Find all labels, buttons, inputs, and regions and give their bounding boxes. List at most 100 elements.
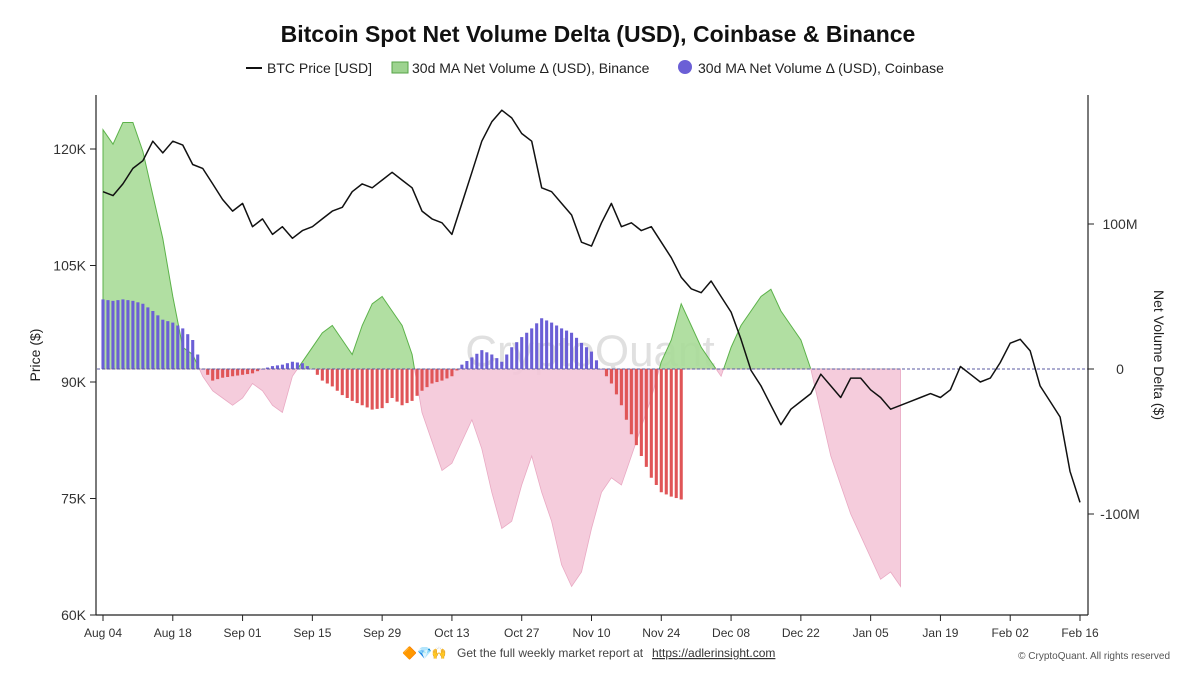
legend: BTC Price [USD] 30d MA Net Volume Δ (USD)… — [246, 60, 944, 76]
coinbase-bar — [405, 369, 409, 404]
coinbase-bar — [639, 369, 643, 456]
coinbase-bar — [101, 299, 105, 369]
coinbase-bar — [410, 369, 414, 401]
coinbase-bar — [485, 352, 489, 369]
coinbase-bar — [604, 369, 608, 377]
footer-text: Get the full weekly market report at — [457, 646, 644, 660]
legend-label: 30d MA Net Volume Δ (USD), Coinbase — [698, 60, 944, 76]
coinbase-bar — [415, 369, 419, 396]
coinbase-bar — [265, 367, 270, 369]
coinbase-bar — [570, 332, 574, 369]
coinbase-bar — [674, 369, 678, 499]
left-tick-label: 75K — [61, 491, 87, 507]
x-tick-label: Oct 27 — [504, 626, 540, 640]
coinbase-bar — [624, 369, 628, 420]
coinbase-bar — [550, 322, 554, 369]
left-axis-ticks: 60K 75K 90K 105K 120K — [53, 141, 96, 623]
coinbase-bar — [355, 369, 359, 404]
coinbase-bar — [121, 299, 125, 369]
coinbase-bar — [659, 369, 663, 493]
coinbase-bar — [146, 307, 150, 370]
coinbase-bar — [465, 361, 469, 369]
x-tick-label: Nov 10 — [572, 626, 610, 640]
x-tick-label: Feb 02 — [992, 626, 1030, 640]
coinbase-bar — [335, 369, 339, 391]
coinbase-bar — [450, 369, 454, 377]
legend-circle-marker — [678, 60, 692, 74]
coinbase-bar — [400, 369, 404, 406]
coinbase-bar — [216, 369, 220, 380]
coinbase-bar — [525, 332, 529, 369]
coinbase-bar — [186, 334, 190, 369]
coinbase-bar — [275, 365, 280, 370]
x-axis-ticks: Aug 04 Aug 18 Sep 01 Sep 15 Sep 29 Oct 13 Oct … — [84, 615, 1099, 640]
coinbase-bar — [575, 337, 579, 369]
left-tick-label: 60K — [61, 607, 87, 623]
coinbase-bar — [385, 369, 389, 404]
coinbase-bar — [555, 325, 559, 369]
coinbase-bar — [560, 328, 564, 369]
coinbase-bar — [241, 369, 245, 375]
coinbase-bar — [455, 369, 459, 371]
coinbase-bar — [614, 369, 618, 395]
coinbase-bar — [131, 300, 135, 369]
footer-link[interactable]: https://adlerinsight.com — [652, 646, 775, 660]
right-tick-label: -100M — [1100, 506, 1140, 522]
coinbase-bar — [161, 319, 165, 369]
x-tick-label: Oct 13 — [434, 626, 470, 640]
coinbase-bar — [365, 369, 369, 408]
coinbase-bar — [530, 328, 534, 369]
coinbase-bar — [470, 357, 474, 369]
coinbase-bar — [579, 342, 584, 369]
left-tick-label: 90K — [61, 374, 87, 390]
coinbase-bar — [206, 369, 210, 375]
coinbase-bar — [505, 354, 509, 369]
coinbase-bar — [390, 369, 394, 398]
coinbase-bar — [330, 369, 334, 387]
coinbase-bar — [111, 300, 115, 369]
left-axis-label: Price ($) — [27, 329, 43, 382]
coinbase-bar — [141, 303, 145, 369]
coinbase-bar — [370, 369, 374, 410]
footer-icons: 🔶💎🙌 — [402, 646, 447, 660]
coinbase-bar — [106, 300, 110, 370]
x-tick-label: Sep 15 — [293, 626, 331, 640]
coinbase-bar — [440, 369, 444, 381]
coinbase-bar — [565, 330, 569, 369]
coinbase-bar — [425, 369, 429, 388]
coinbase-bar — [231, 369, 235, 377]
coinbase-bar — [290, 361, 294, 369]
coinbase-bar — [679, 369, 683, 500]
coinbase-bar — [654, 369, 658, 485]
x-tick-label: Nov 24 — [642, 626, 680, 640]
coinbase-bar — [226, 369, 230, 377]
coinbase-bar — [246, 369, 250, 375]
coinbase-bar — [380, 369, 384, 409]
coinbase-bar — [619, 369, 623, 406]
coinbase-bar — [510, 347, 514, 369]
coinbase-bar — [305, 366, 309, 369]
coinbase-bar — [340, 369, 344, 396]
coinbase-bar — [490, 354, 494, 369]
x-tick-label: Sep 29 — [363, 626, 401, 640]
legend-label: 30d MA Net Volume Δ (USD), Binance — [412, 60, 650, 76]
coinbase-bar — [315, 369, 319, 375]
coinbase-bar — [460, 364, 464, 369]
x-tick-label: Jan 19 — [922, 626, 958, 640]
coinbase-series — [101, 299, 683, 500]
x-tick-label: Jan 05 — [853, 626, 889, 640]
x-tick-label: Dec 08 — [712, 626, 750, 640]
coinbase-bar — [589, 351, 594, 369]
coinbase-bar — [664, 369, 668, 495]
coinbase-bar — [255, 369, 260, 372]
coinbase-bar — [515, 342, 519, 369]
coinbase-bar — [584, 347, 589, 369]
left-tick-label: 105K — [53, 258, 86, 274]
coinbase-bar — [211, 369, 215, 381]
coinbase-bar — [435, 369, 439, 383]
coinbase-bar — [540, 318, 544, 369]
coinbase-bar — [295, 362, 299, 369]
coinbase-bar — [171, 322, 175, 369]
coinbase-bar — [375, 369, 379, 409]
coinbase-bar — [345, 369, 349, 398]
